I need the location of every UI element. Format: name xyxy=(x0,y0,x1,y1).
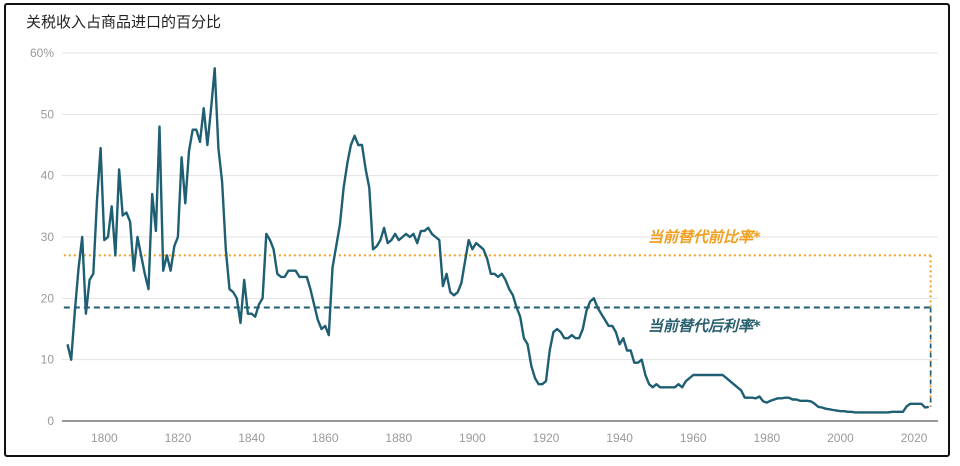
y-tick-label-30: 30 xyxy=(41,230,55,244)
x-tick-label-1840: 1840 xyxy=(238,431,265,445)
x-tick-label-1860: 1860 xyxy=(312,431,339,445)
x-tick-label-1940: 1940 xyxy=(606,431,633,445)
x-tick-label-1900: 1900 xyxy=(459,431,486,445)
annotation-pre-rate: 当前替代前比率* xyxy=(648,228,761,246)
chart-title: 关税收入占商品进口的百分比 xyxy=(26,13,222,31)
y-tick-label-20: 20 xyxy=(41,291,55,305)
x-tick-label-1880: 1880 xyxy=(385,431,412,445)
x-tick-label-1920: 1920 xyxy=(533,431,560,445)
y-tick-label-40: 40 xyxy=(41,169,55,183)
reference-lines xyxy=(63,254,932,407)
y-tick-label-60: 60% xyxy=(30,46,54,60)
x-tick-label-2020: 2020 xyxy=(901,431,928,445)
y-axis-ticks: 0 10 20 30 40 50 60% xyxy=(30,46,54,428)
x-axis-ticks: 1800 1820 1840 1860 1880 1900 1920 1940 1960 1980… xyxy=(91,431,928,445)
series-line-tariff-share xyxy=(66,67,929,414)
x-tick-label-1960: 1960 xyxy=(680,431,707,445)
x-tick-label-1980: 1980 xyxy=(753,431,780,445)
annotation-post-rate: 当前替代后利率* xyxy=(648,317,761,335)
y-tick-label-50: 50 xyxy=(41,107,55,121)
x-tick-label-2000: 2000 xyxy=(827,431,854,445)
gridlines xyxy=(62,52,938,361)
x-tick-label-1820: 1820 xyxy=(165,431,192,445)
y-tick-label-10: 10 xyxy=(41,353,55,367)
y-tick-label-0: 0 xyxy=(47,414,54,428)
x-tick-label-1800: 1800 xyxy=(91,431,118,445)
